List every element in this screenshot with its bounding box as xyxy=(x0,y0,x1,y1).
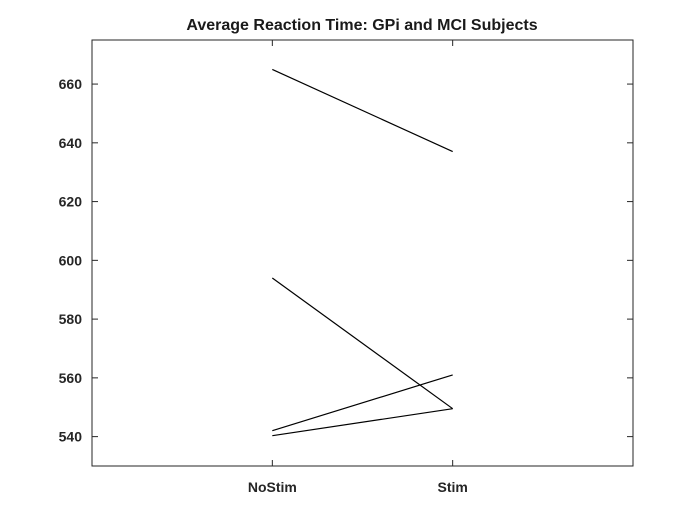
y-tick-label: 580 xyxy=(59,311,83,327)
y-tick-label: 660 xyxy=(59,76,83,92)
y-tick-label: 640 xyxy=(59,135,83,151)
series-line-3 xyxy=(272,374,453,432)
series-line-4 xyxy=(272,408,453,437)
chart-title: Average Reaction Time: GPi and MCI Subje… xyxy=(186,17,537,34)
series-line-2 xyxy=(271,277,454,410)
y-axis: 540 560 580 600 620 640 660 xyxy=(59,76,633,445)
x-tick-label-stim: Stim xyxy=(437,479,467,495)
y-tick-label: 540 xyxy=(59,429,83,445)
series-group xyxy=(271,68,454,437)
x-tick-label-nostim: NoStim xyxy=(248,479,297,495)
y-tick-label: 600 xyxy=(59,252,83,268)
axes-box xyxy=(91,39,634,467)
y-tick-label: 620 xyxy=(59,194,83,210)
x-axis: NoStim Stim xyxy=(248,40,468,495)
series-line-1 xyxy=(272,68,453,153)
y-tick-label: 560 xyxy=(59,370,83,386)
plot-area: 540 560 580 600 620 640 660 NoStim Stim xyxy=(59,39,634,495)
